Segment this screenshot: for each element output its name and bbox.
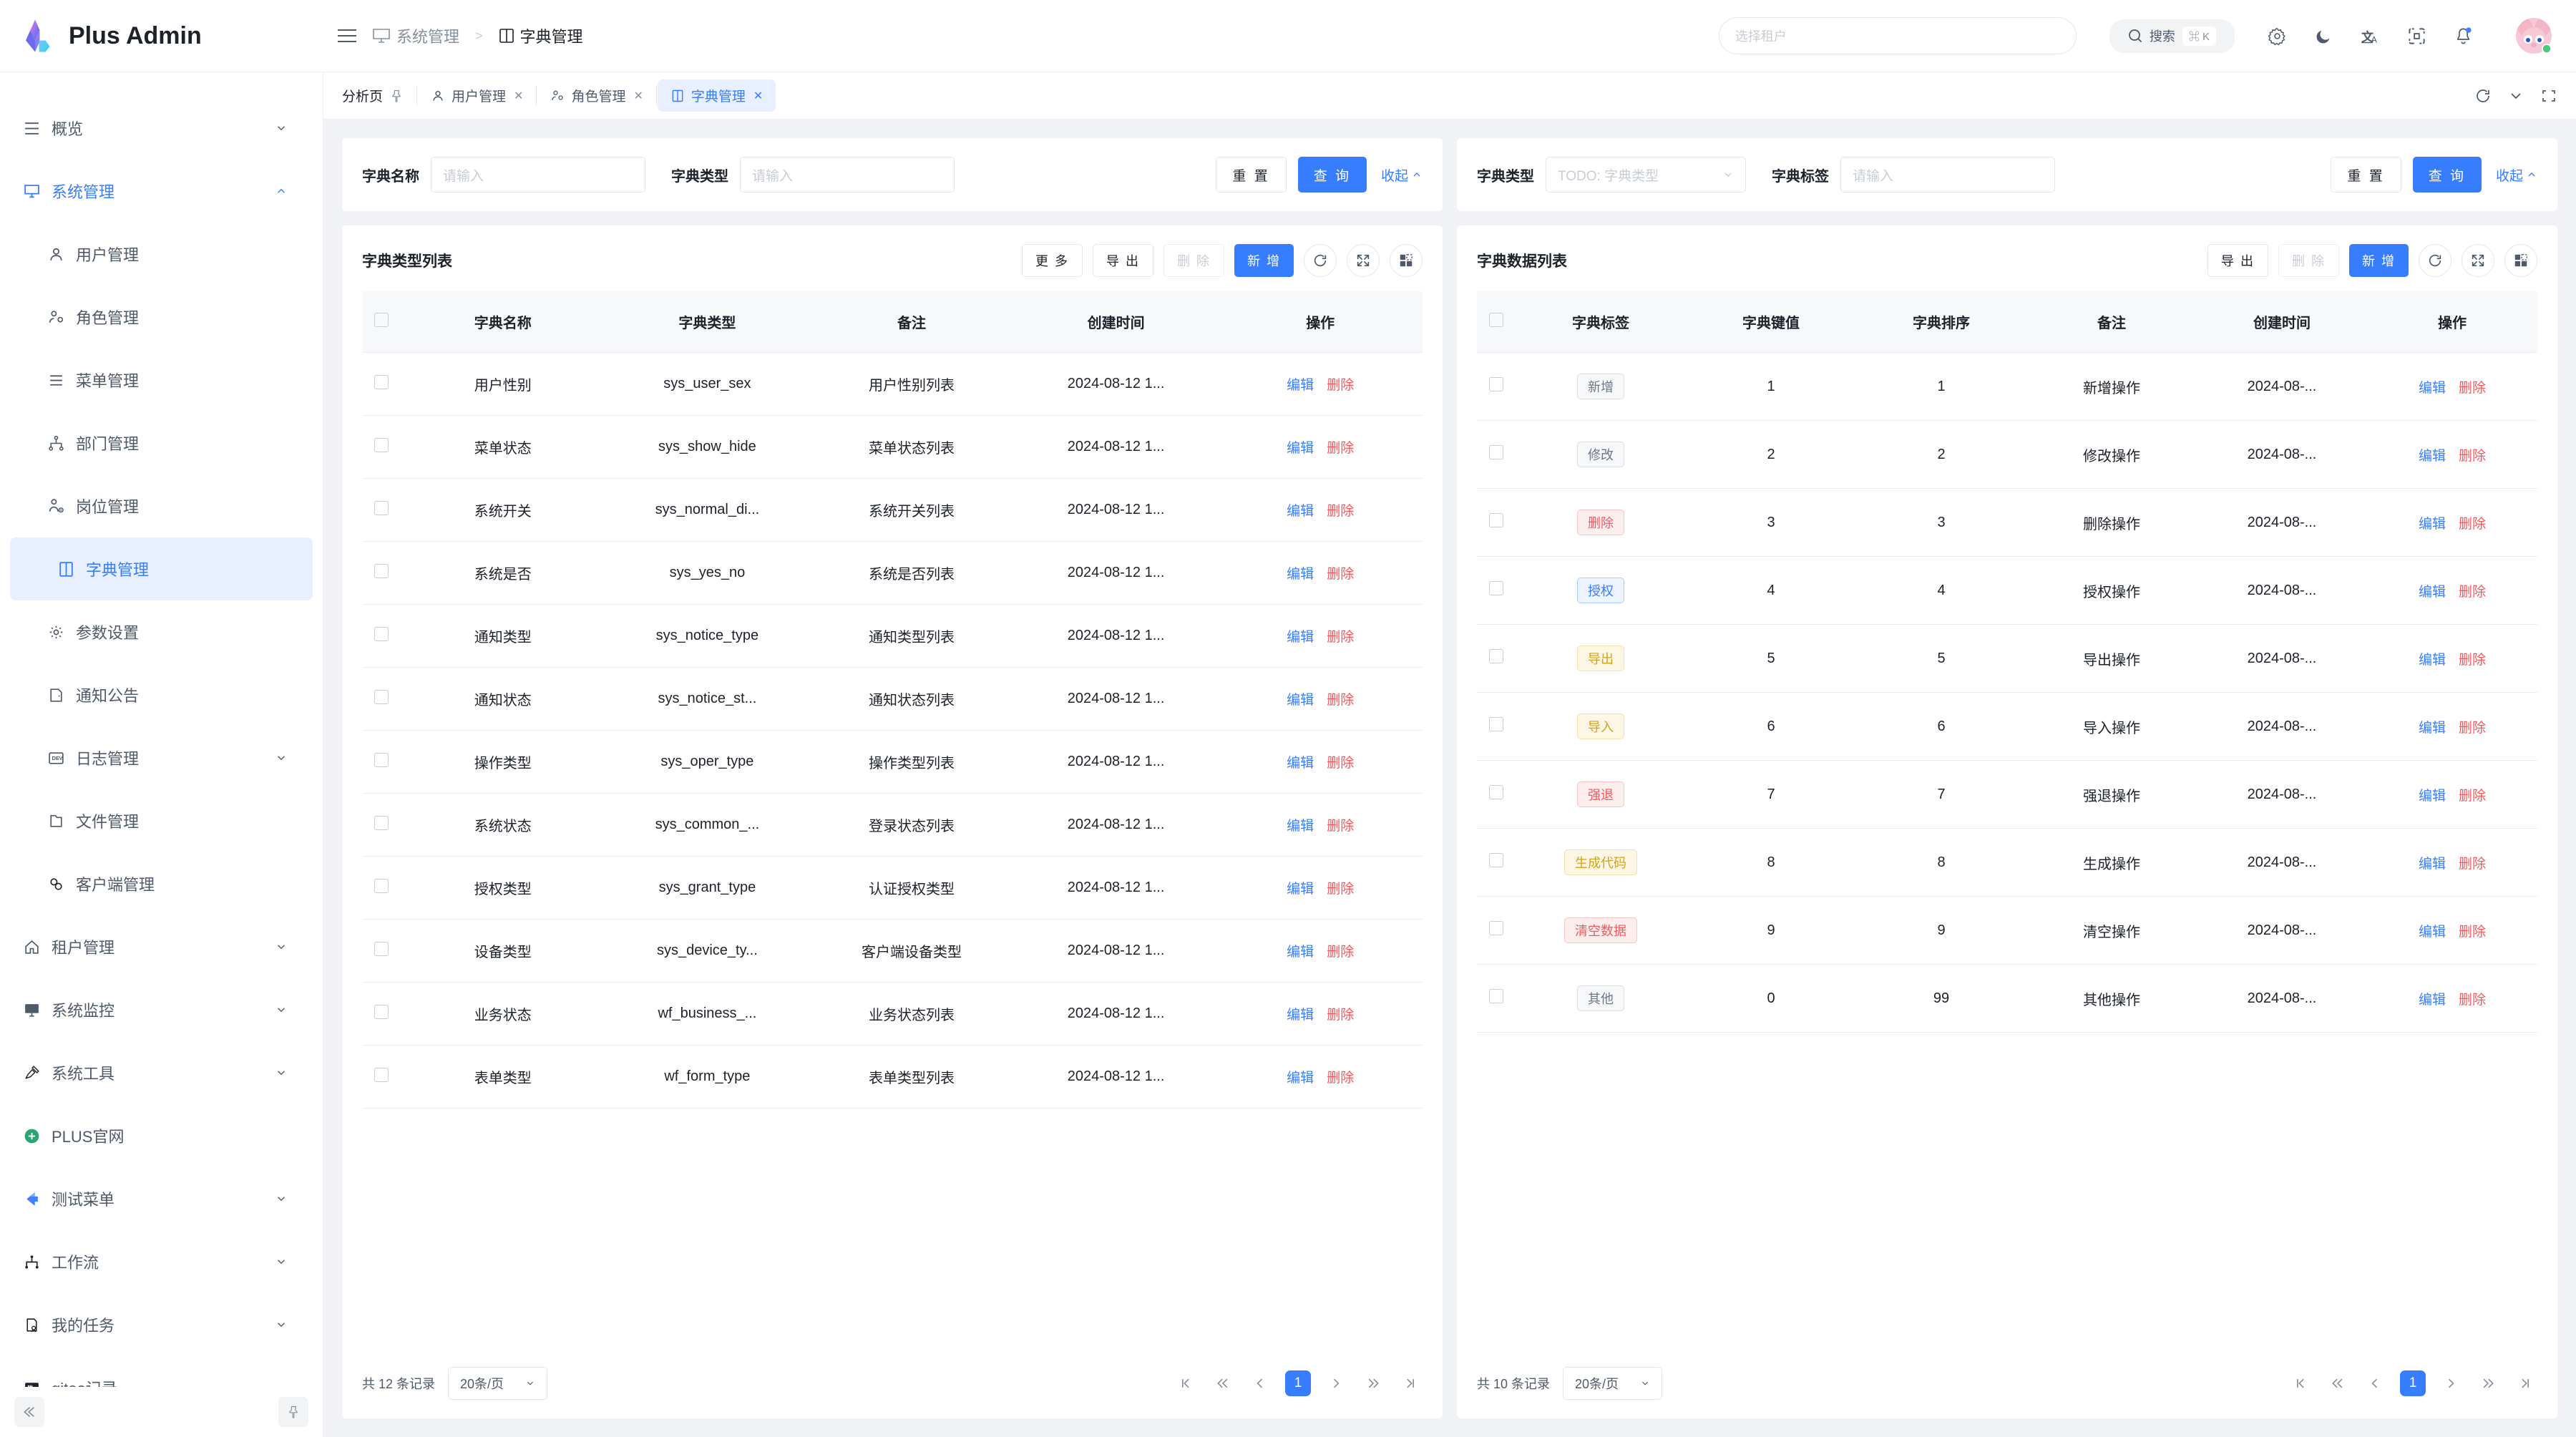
svg-text:DEV: DEV [52,755,63,761]
svg-text:猫: 猫 [26,1384,33,1387]
svg-text:A: A [2371,34,2378,44]
